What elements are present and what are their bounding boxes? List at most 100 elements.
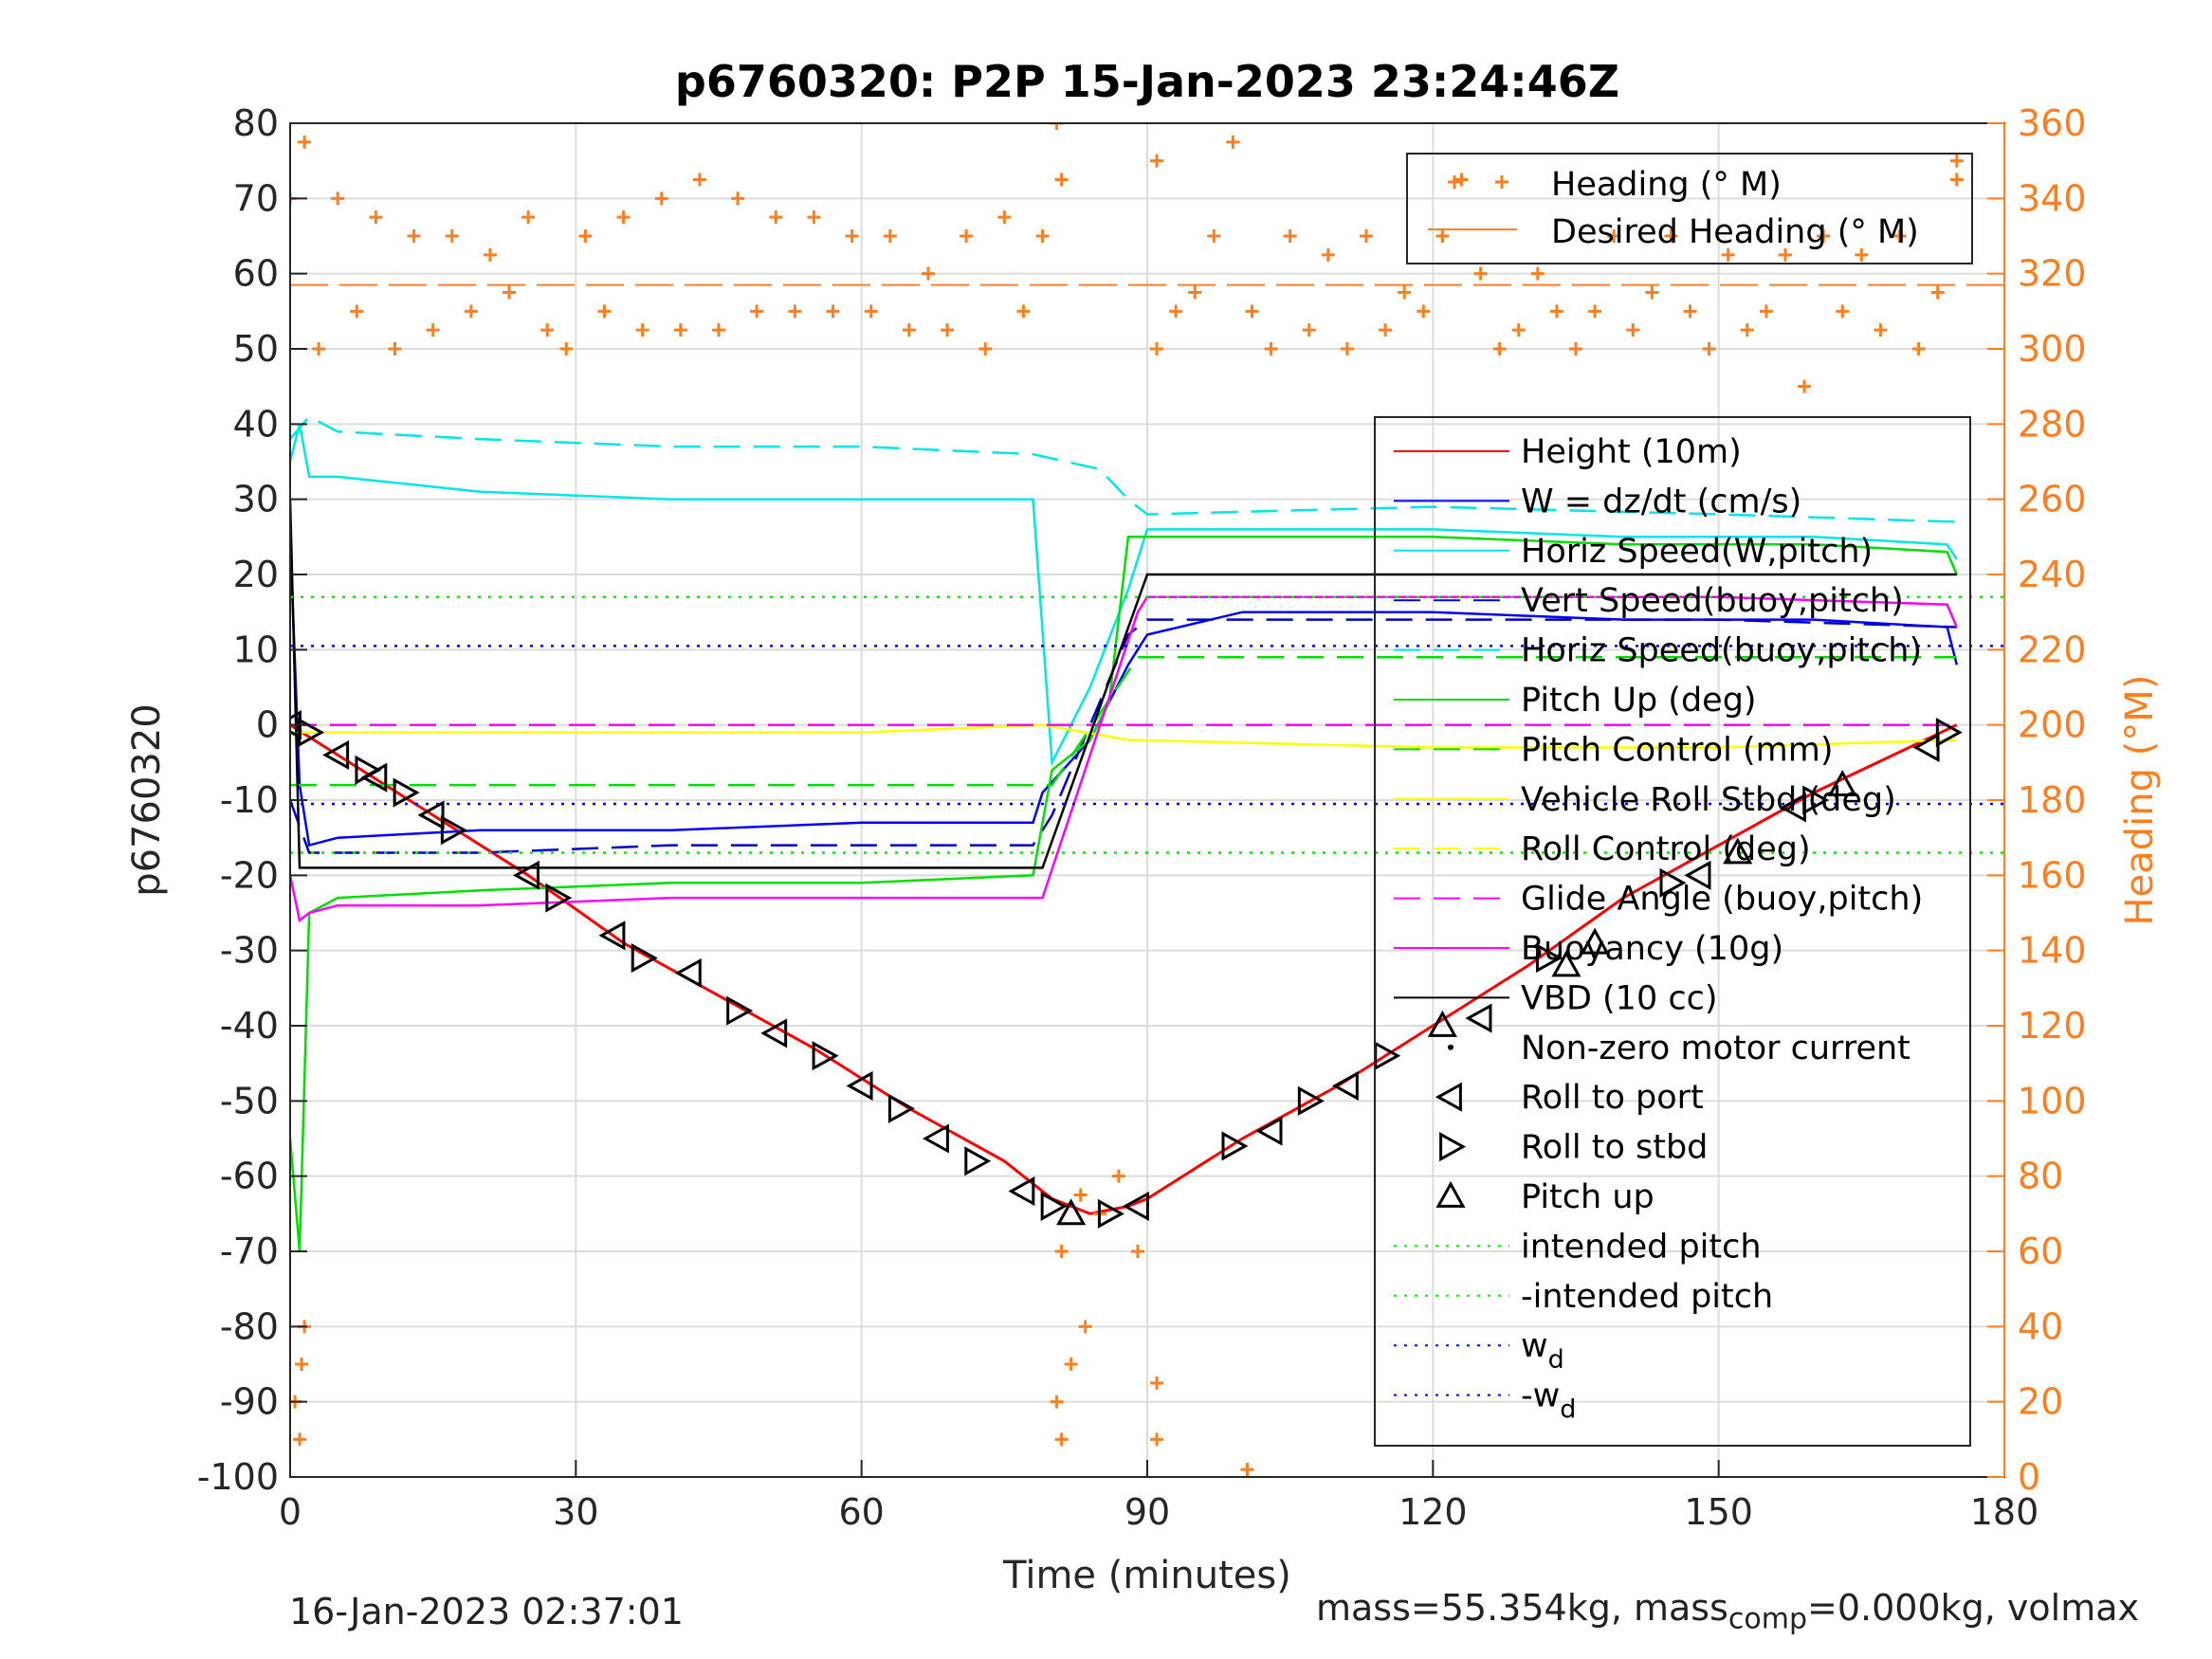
- legend-swatch: [1448, 1044, 1453, 1050]
- x-tick-label: 180: [1970, 1491, 2039, 1533]
- heading-point: [1321, 247, 1335, 262]
- legend-label-subscript: d: [1548, 1345, 1564, 1375]
- heading-outlier-point: [1050, 123, 1064, 130]
- legend-label-text: -intended pitch: [1521, 1278, 1773, 1316]
- legend-label: W = dz/dt (cm/s): [1521, 483, 1801, 520]
- y-tick-label-right: 0: [2018, 1456, 2040, 1498]
- heading-point: [1207, 229, 1221, 243]
- y-tick-label-right: 340: [2018, 177, 2087, 219]
- legend-label-text: Pitch Control (mm): [1521, 731, 1833, 769]
- roll-to-stbd-marker: [440, 815, 467, 846]
- legend-label-text: intended pitch: [1521, 1228, 1762, 1266]
- heading-point: [1530, 266, 1545, 281]
- roll-to-port-marker: [1122, 1191, 1149, 1221]
- x-tick-label: 120: [1398, 1491, 1468, 1533]
- heading-point: [1169, 304, 1183, 319]
- heading-point: [521, 210, 536, 225]
- x-tick-label: 30: [553, 1491, 598, 1533]
- chart-title: p6760320: P2P 15-Jan-2023 23:24:46Z: [675, 56, 1619, 107]
- heading-point: [388, 342, 402, 356]
- roll-to-stbd-marker: [1935, 718, 1963, 748]
- y-tick-label-right: 140: [2018, 930, 2087, 972]
- legend-label-text: VBD (10 cc): [1521, 979, 1718, 1017]
- roll-to-stbd-marker: [1097, 1198, 1124, 1229]
- legend-label-text: W = dz/dt (cm/s): [1521, 483, 1801, 520]
- legend-label: Pitch Control (mm): [1521, 731, 1833, 769]
- roll-to-port-marker: [322, 739, 350, 770]
- roll-to-stbd-marker: [1297, 1085, 1325, 1116]
- legend-label-text: w: [1521, 1327, 1548, 1365]
- legend-label-text: Horiz Speed(W,pitch): [1521, 533, 1873, 571]
- heading-point: [298, 135, 312, 149]
- heading-point: [1417, 304, 1431, 319]
- y-tick-label-left: -80: [220, 1305, 279, 1347]
- legend-label: wd: [1521, 1327, 1564, 1375]
- legend-label-text: Non-zero motor current: [1521, 1030, 1910, 1067]
- legend-label-text: Buoyancy (10g): [1521, 930, 1783, 968]
- roll-to-port-marker: [417, 800, 445, 830]
- heading-point: [1016, 304, 1031, 319]
- y-tick-label-right: 240: [2018, 554, 2087, 595]
- heading-point: [1054, 1245, 1069, 1258]
- legend-label-text: Roll Control (deg): [1521, 830, 1811, 868]
- heading-point: [1759, 304, 1773, 319]
- pitch-up-marker: [1427, 1010, 1457, 1037]
- y-tick-label-left: -70: [220, 1231, 279, 1272]
- roll-to-stbd-marker: [1659, 867, 1687, 898]
- legend-heading-label: Heading (° M): [1551, 166, 1782, 204]
- roll-to-stbd-marker: [1221, 1131, 1249, 1161]
- roll-to-port-marker: [1912, 732, 1940, 763]
- heading-point: [1283, 229, 1297, 243]
- heading-point: [1073, 1188, 1088, 1202]
- heading-point: [788, 304, 802, 319]
- y-tick-label-left: -100: [197, 1456, 279, 1498]
- legend-label: Vehicle Roll Stbd (deg): [1521, 781, 1896, 819]
- legend-swatch: [1435, 1082, 1462, 1112]
- y-tick-label-left: 60: [233, 253, 279, 295]
- heading-point: [1664, 229, 1678, 243]
- series-line-buoyancy-10g-: [290, 595, 1958, 923]
- y-tick-label-right: 180: [2018, 779, 2087, 821]
- legend-label: VBD (10 cc): [1521, 979, 1718, 1017]
- heading-point: [1683, 304, 1697, 319]
- heading-point: [1798, 379, 1812, 393]
- roll-to-port-marker: [598, 921, 626, 951]
- y-tick-label-left: -40: [220, 1005, 279, 1047]
- series-line-horiz-speed-buoy-pitch-: [290, 414, 1957, 523]
- legend-label-text: Roll to stbd: [1521, 1129, 1708, 1167]
- heading-point: [445, 229, 459, 243]
- legend-label: Buoyancy (10g): [1521, 930, 1783, 968]
- heading-point: [369, 210, 383, 225]
- roll-to-port-marker: [760, 1018, 788, 1048]
- heading-point: [616, 210, 631, 225]
- roll-to-stbd-marker: [726, 995, 754, 1026]
- heading-point: [864, 304, 878, 319]
- y-tick-label-left: 10: [233, 629, 279, 670]
- heading-point: [1855, 247, 1869, 262]
- y-tick-label-right: 100: [2018, 1080, 2087, 1121]
- y-tick-label-left: -60: [220, 1156, 279, 1197]
- y-tick-label-right: 80: [2018, 1156, 2063, 1197]
- heading-point: [1569, 342, 1582, 356]
- legend-label-text: Horiz Speed(buoy,pitch): [1521, 632, 1922, 670]
- heading-point: [654, 191, 668, 206]
- heading-point: [1245, 304, 1259, 319]
- heading-point: [559, 342, 574, 356]
- heading-point: [997, 210, 1012, 225]
- heading-outlier-point: [1150, 1376, 1164, 1390]
- roll-to-port-marker: [1465, 1003, 1492, 1033]
- axis-ticks: 0 30 60 90 120 150 18080706050403020100-10-20-…: [197, 102, 2087, 1533]
- y-tick-label-left: -90: [220, 1381, 279, 1423]
- legend-label: Vert Speed(buoy,pitch): [1521, 582, 1904, 620]
- heading-legend: Heading (° M) Desired Heading (° M): [1406, 153, 1973, 264]
- heading-point: [1778, 247, 1792, 262]
- heading-point: [1892, 229, 1907, 243]
- pitch-up-marker: [1580, 927, 1610, 955]
- y-axis-label-left: p6760320: [125, 703, 169, 897]
- legend-heading-swatch: [1495, 175, 1508, 189]
- heading-point: [1607, 229, 1621, 243]
- heading-point: [1360, 229, 1374, 243]
- legend-label: -intended pitch: [1521, 1278, 1773, 1316]
- roll-to-stbd-marker: [887, 1093, 915, 1123]
- heading-point: [350, 304, 364, 319]
